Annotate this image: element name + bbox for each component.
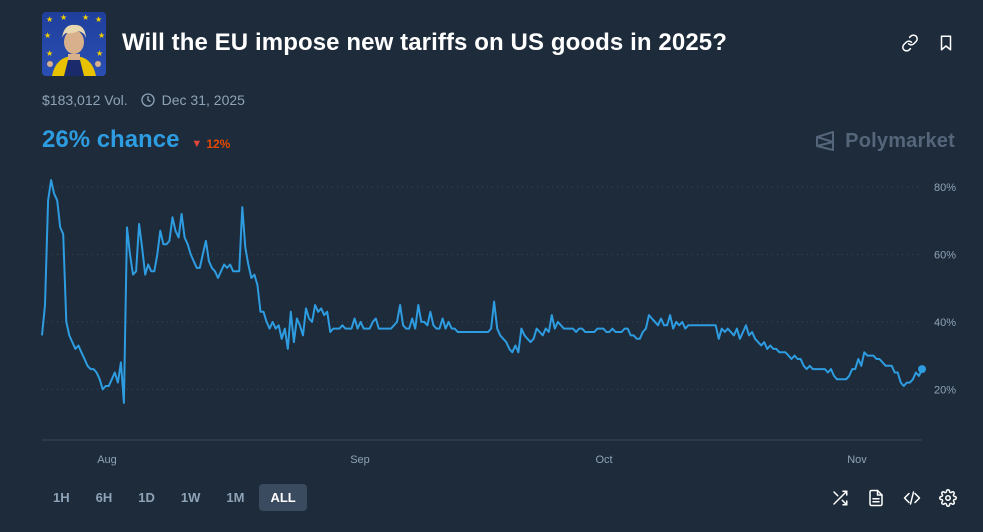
market-title: Will the EU impose new tariffs on US goo… — [122, 29, 727, 56]
change-value: 12% — [206, 137, 231, 151]
x-tick-label: Sep — [350, 454, 370, 466]
chart-toolbar — [831, 489, 957, 507]
price-line — [41, 179, 923, 404]
chance-value: 26% chance — [42, 126, 180, 153]
svg-text:★: ★ — [96, 49, 103, 58]
svg-text:★: ★ — [46, 15, 53, 24]
timeframe-1m[interactable]: 1M — [226, 490, 245, 505]
svg-text:★: ★ — [46, 49, 53, 58]
change-badge: ▼ 12% — [191, 137, 230, 151]
document-icon[interactable] — [867, 489, 885, 507]
down-arrow-icon: ▼ — [191, 138, 203, 150]
link-icon[interactable] — [901, 34, 919, 52]
x-tick-label: Nov — [847, 454, 867, 466]
y-tick-label: 20% — [934, 384, 956, 396]
timeframe-selector: 1H 6H 1D 1W 1M ALL — [42, 484, 307, 511]
end-date-label: Dec 31, 2025 — [161, 92, 245, 108]
timeframe-1w[interactable]: 1W — [180, 490, 201, 505]
timeframe-1d[interactable]: 1D — [138, 490, 155, 505]
svg-text:★: ★ — [95, 15, 102, 24]
settings-icon[interactable] — [939, 489, 957, 507]
x-tick-label: Aug — [97, 454, 117, 466]
x-tick-label: Oct — [595, 454, 612, 466]
market-header: ★ ★ ★ ★ ★ ★ ★ ★ Will the EU impose new tariff… — [42, 12, 955, 76]
y-tick-label: 60% — [934, 249, 956, 261]
svg-text:★: ★ — [98, 31, 105, 40]
bookmark-icon[interactable] — [937, 34, 955, 52]
code-icon[interactable] — [903, 489, 921, 507]
market-meta: $183,012 Vol. Dec 31, 2025 — [42, 92, 245, 108]
polymarket-logo-icon — [816, 131, 835, 151]
brand-name: Polymarket — [845, 129, 955, 152]
svg-text:★: ★ — [60, 13, 67, 22]
y-tick-label: 80% — [934, 182, 956, 194]
timeframe-all[interactable]: ALL — [259, 484, 307, 511]
chance-row: 26% chance ▼ 12% — [42, 126, 230, 154]
svg-text:★: ★ — [44, 31, 51, 40]
price-chart[interactable]: 20% 40% 60% 80% Aug Sep Oct Nov — [0, 170, 983, 475]
timeframe-6h[interactable]: 6H — [95, 490, 113, 505]
brand-watermark: Polymarket — [813, 129, 955, 153]
clock-icon — [140, 93, 155, 107]
market-thumbnail: ★ ★ ★ ★ ★ ★ ★ ★ — [42, 12, 106, 76]
volume-label: $183,012 Vol. — [42, 92, 128, 108]
svg-text:★: ★ — [82, 13, 89, 22]
shuffle-icon[interactable] — [831, 489, 849, 507]
y-tick-label: 40% — [934, 317, 956, 329]
timeframe-1h[interactable]: 1H — [53, 490, 70, 505]
current-price-dot — [918, 365, 926, 374]
market-thumbnail-image: ★ ★ ★ ★ ★ ★ ★ ★ — [42, 12, 106, 76]
